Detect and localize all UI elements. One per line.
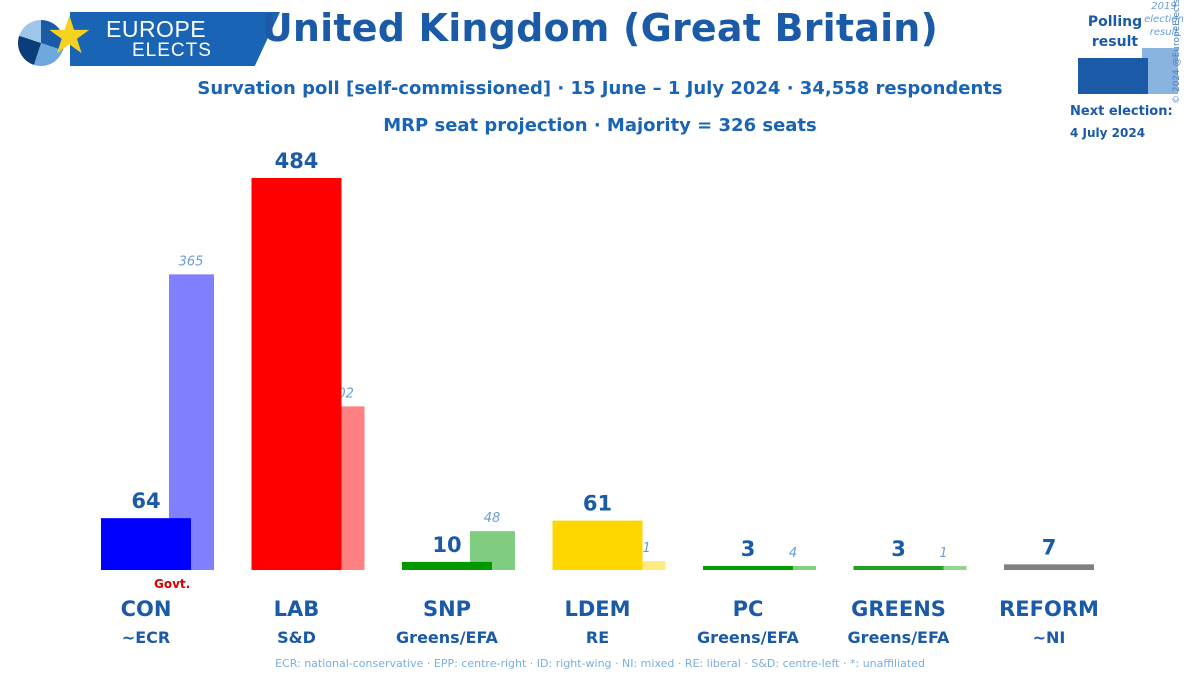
government-label: Govt. [154, 577, 191, 591]
legend-election-label: 2019 election result [1144, 1, 1184, 38]
party-group-snp: Greens/EFA [396, 628, 498, 647]
footnote: ECR: national-conservative · EPP: centre… [275, 657, 925, 670]
party-group-ldem: RE [585, 628, 610, 647]
logo-star-icon: ★ [46, 6, 93, 66]
logo-banner [70, 12, 280, 66]
bar-poll-greens [853, 566, 944, 570]
logo-text-line2: ELECTS [132, 40, 212, 61]
party-name-pc: PC [732, 597, 764, 621]
party-group-lab: S&D [277, 628, 316, 647]
logo-globe-icon [18, 20, 64, 66]
party-group-con: ~ECR [121, 628, 171, 647]
bar-2019-greens [921, 566, 967, 570]
bar-poll-snp [402, 561, 492, 570]
legend-election-swatch [1142, 48, 1178, 94]
logo-text-line1: EUROPE [106, 16, 207, 42]
chart-title: United Kingdom (Great Britain) [261, 6, 939, 50]
chart-subtitle-projection: MRP seat projection · Majority = 326 sea… [383, 115, 817, 136]
party-group-greens: Greens/EFA [847, 628, 950, 647]
value-label-poll-ldem: 61 [583, 492, 612, 516]
bar-2019-pc [771, 566, 816, 570]
value-label-2019-pc: 4 [789, 546, 797, 561]
bar-poll-ldem [552, 520, 643, 570]
party-name-con: CON [120, 597, 172, 621]
next-election-label: Next election: [1070, 104, 1173, 119]
party-name-greens: GREENS [851, 597, 946, 621]
bar-2019-ldem [620, 561, 666, 570]
chart-subtitle: Survation poll [self-commissioned] · 15 … [197, 78, 1003, 99]
value-label-poll-greens: 3 [891, 537, 906, 561]
value-label-2019-con: 365 [179, 254, 204, 269]
value-label-poll-reform: 7 [1042, 535, 1057, 559]
value-label-poll-con: 64 [131, 489, 160, 513]
party-name-ldem: LDEM [564, 597, 631, 621]
next-election-date: 4 July 2024 [1070, 126, 1146, 140]
value-label-poll-snp: 10 [432, 533, 461, 557]
party-group-reform: ~NI [1032, 628, 1066, 647]
value-label-2019-snp: 48 [484, 511, 501, 526]
party-name-snp: SNP [422, 597, 472, 621]
bar-poll-reform [1004, 564, 1094, 570]
value-label-2019-greens: 1 [939, 546, 947, 561]
bar-poll-pc [703, 566, 793, 570]
party-name-reform: REFORM [999, 597, 1099, 621]
value-label-poll-lab: 484 [275, 149, 319, 173]
legend-polling-swatch [1078, 58, 1148, 94]
bar-poll-lab [251, 178, 342, 570]
value-label-poll-pc: 3 [741, 537, 756, 561]
legend: Polling result 2019 election result Next… [1070, 0, 1200, 150]
europe-elects-logo: ★ EUROPE ELECTS [18, 6, 280, 68]
party-group-pc: Greens/EFA [697, 628, 799, 647]
legend-polling-label: Polling result [1087, 14, 1143, 50]
bar-poll-con [101, 518, 191, 570]
party-name-lab: LAB [273, 597, 320, 621]
